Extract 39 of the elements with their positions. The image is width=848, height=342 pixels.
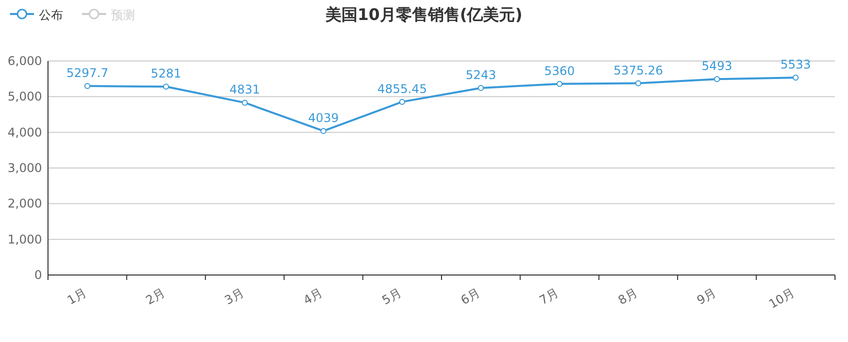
y-tick-label: 1,000 [8,232,42,246]
data-label: 5243 [466,68,496,82]
point [556,80,563,87]
x-tick-label: 10月 [766,285,798,312]
point [478,85,484,91]
x-tick-label: 1月 [64,285,89,308]
x-tick-label: 8月 [616,285,640,308]
y-tick-label: 6,000 [8,54,42,68]
x-tick-label: 3月 [222,285,246,308]
y-tick-label: 5,000 [8,90,42,104]
point [635,80,642,86]
point [163,84,170,90]
x-tick-label: 6月 [458,285,482,308]
data-label: 5281 [150,66,182,81]
y-tick-label: 3,000 [8,161,42,175]
data-label: 5360 [544,64,575,78]
data-label: 5493 [702,59,732,74]
point [242,100,248,106]
point [320,128,326,134]
data-label: 5375.26 [613,63,664,78]
chart-title: 美国10月零售销售(亿美元) [324,5,522,24]
data-label: 4039 [308,110,339,125]
x-tick-label: 9月 [694,285,718,308]
x-tick-label: 5月 [380,285,404,308]
point [792,74,799,81]
data-label: 5533 [780,58,811,72]
y-tick-label: 4,000 [8,125,42,140]
point [399,98,406,105]
y-tick-label: 0 [34,268,42,282]
x-tick-label: 7月 [537,285,562,308]
point [714,76,720,82]
x-tick-label: 2月 [144,285,168,308]
data-label: 5297.7 [66,66,108,80]
point [84,83,90,90]
x-tick-label: 4月 [300,285,325,308]
legend-label: 公布 [39,8,63,22]
data-label: 4831 [229,82,260,97]
y-tick-label: 2,000 [8,196,42,211]
data-label: 4855.45 [377,82,427,96]
